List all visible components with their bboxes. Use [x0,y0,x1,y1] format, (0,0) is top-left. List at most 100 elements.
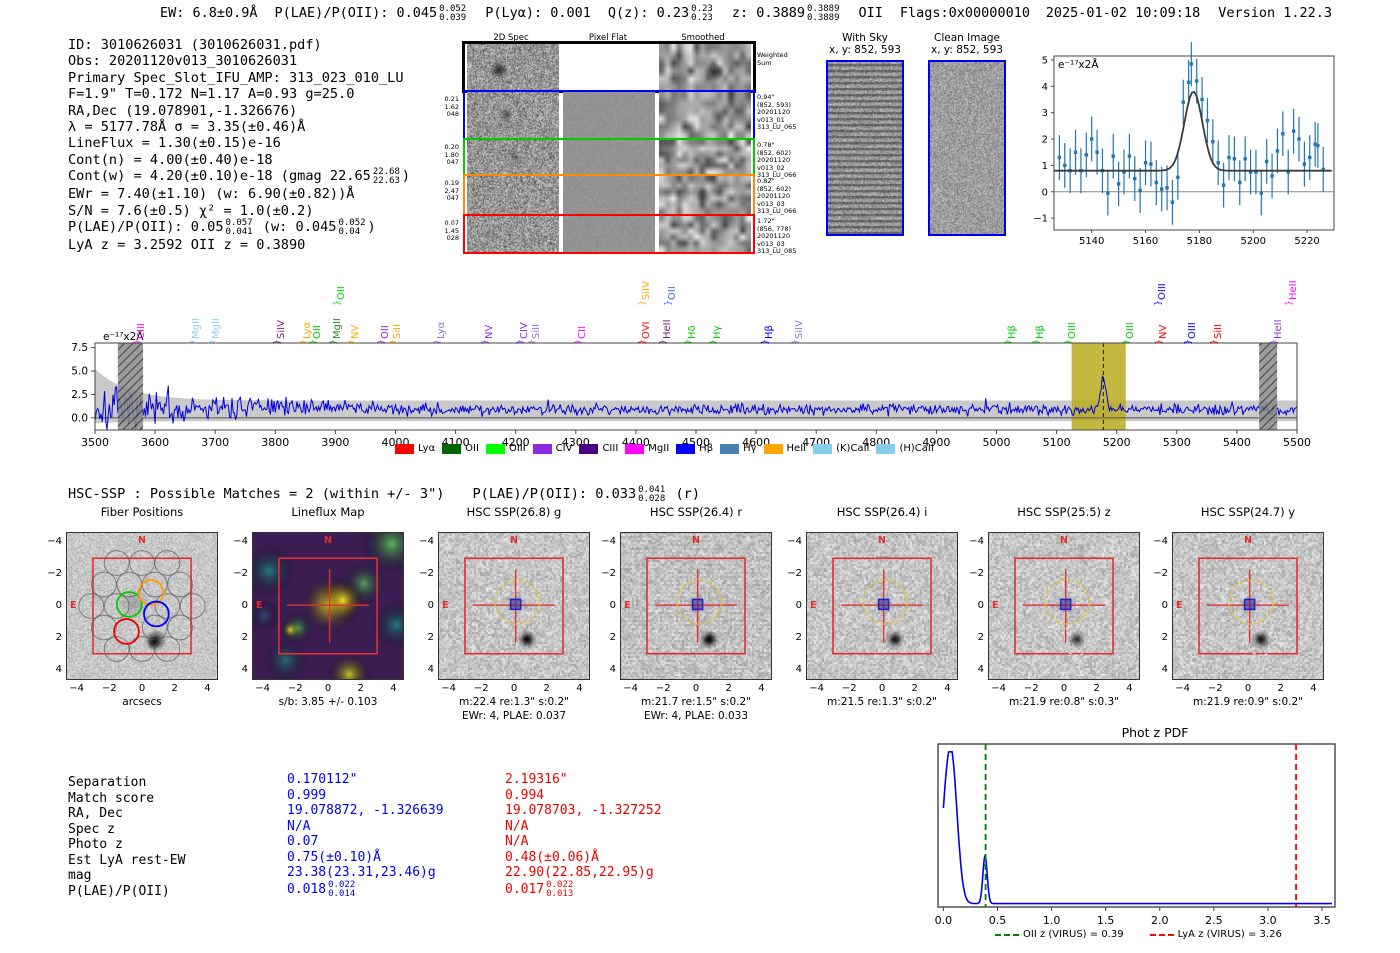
pixel-flat-image [563,216,655,252]
spectral-line-annotation: OII [336,286,348,300]
spectral-line-annotation: HeII [1287,280,1299,300]
match-row-label: P(LAE)/P(OII) [68,883,170,899]
spec2d-col-title: Pixel Flat [588,33,628,43]
annotation-bracket: { [1119,339,1130,345]
svg-text:3.0: 3.0 [1259,914,1277,927]
cutout-ytick: −2 [1153,568,1168,580]
legend-item: Hγ [720,443,757,454]
match-row-value-blue: N/A [287,819,444,835]
header-stat-text: OII [858,5,883,21]
svg-text:3600: 3600 [141,436,169,449]
spec2d-image [467,176,559,214]
spectral-line-annotation: SiIV [276,320,288,339]
cutout-title: Lineflux Map [291,505,365,519]
text-segment: Cont(w) = 4.20(±0.10)e-18 (gmag 22.65 [68,168,371,185]
cutout-ytick: 4 [427,663,434,675]
right-label-line: v013_01 [757,115,785,124]
legend-label: Hβ [699,443,714,454]
cutout-xtick: 0 [1244,683,1252,694]
svg-text:0.0: 0.0 [935,914,953,927]
cutout-ytick: 4 [795,663,802,675]
svg-text:1: 1 [1042,161,1048,172]
photz-legend-dash [1149,933,1174,936]
text-segment: ) [401,168,411,185]
cutout-xtick: 4 [390,683,397,694]
match-table-blue-column: 0.170112" 0.999 19.078872, -1.326639 N/A 0.0… [287,772,444,899]
info-line: EWr = 7.40(±1.10) (w: 6.90(±0.82))Å [68,186,410,202]
text-segment: ID: 3010626031 (3010626031.pdf) [68,37,322,53]
annotation-bracket: { [326,339,337,345]
svg-text:5300: 5300 [1163,436,1191,449]
spectral-line-annotation: Lyα [301,321,313,339]
svg-text:e⁻¹⁷x2Å: e⁻¹⁷x2Å [103,330,144,343]
annotation-bracket: { [131,339,142,345]
spectral-line-annotation: MgII [190,318,202,339]
sup-sub-value: 0.052 0.04 [338,218,366,238]
legend-item: (H)CaII [876,443,934,454]
sky-panel-border [826,60,904,236]
sup-sub-value: 22.68 22.63 [372,167,400,187]
value-text: 0.018 [287,881,327,897]
match-row-label: Match score [68,790,155,806]
value-text: 19.078872, -1.326639 [287,803,444,818]
svg-text:1.5: 1.5 [1097,914,1115,927]
legend-label: (K)CaII [836,443,870,454]
cutout-xtick: −2 [841,683,857,694]
text-segment: LyA z = 3.2592 OII z = 0.3890 [68,237,306,254]
spec2d-row-right-label: 0.82" (852, 602) 20201120 v013_03 313_LU_066 [757,177,796,216]
compass-east: E [1176,600,1183,611]
left-label-line: 1.80 [444,150,459,159]
annotation-bracket: { [635,300,646,306]
cutout-xtick: 0 [1060,683,1068,694]
text-segment: (w: 0.045 [254,219,337,236]
left-label-line: 0.21 [444,95,459,103]
match-row-value-red: N/A [505,819,662,835]
cutout-xtick: −2 [473,683,489,694]
cutout-xlabel2: EWr: 4, PLAE: 0.037 [461,710,567,722]
svg-text:0.5: 0.5 [989,914,1007,927]
cutout-ytick: 4 [55,663,62,675]
info-line: Cont(w) = 4.20(±0.10)e-18 (gmag 22.65 22.… [68,168,410,186]
cutout-overlay-hsc [1172,532,1324,680]
info-line: S/N = 7.6(±0.5) χ² = 1.0(±0.2) [68,203,410,219]
value-text: 19.078703, -1.327252 [505,803,662,818]
right-label-line: 20201120 [757,108,791,116]
legend-item: Hβ [676,443,713,454]
cutout-xtick: −4 [69,683,84,694]
cutout-ytick: −4 [969,536,984,548]
cutout-ytick: −4 [601,536,616,548]
spectral-line-annotation: OII [380,325,392,339]
cutout-xtick: −2 [287,683,303,694]
cutout-ytick: −2 [601,568,616,580]
svg-text:e⁻¹⁷x2Å: e⁻¹⁷x2Å [1058,58,1099,71]
cutout-title: HSC SSP(26.4) i [836,505,928,519]
cutout-ytick: −4 [419,536,434,548]
spectral-line-annotation: OIII [1156,283,1168,300]
header-stat: EW: 6.8±0.9Å [160,5,258,21]
text-segment: λ = 5177.78Å σ = 3.35(±0.46)Å [68,119,306,136]
svg-text:−1: −1 [1033,214,1048,225]
legend-label: CIV [555,443,573,454]
svg-text:2.5: 2.5 [1205,914,1223,927]
svg-text:5140: 5140 [1079,236,1104,247]
cutout-ytick: 0 [427,600,434,611]
spectral-line-annotation: HeII [662,319,674,339]
cutout-xtick: −4 [255,683,270,694]
cutout-ytick: 4 [977,663,984,675]
right-label-line: 0.78" [757,141,775,149]
compass-north: N [510,535,518,546]
cutout-overlay-lineflux [252,532,404,680]
header-stat: P(Lyα): 0.001 [485,5,591,21]
annotation-bracket: { [1029,339,1040,345]
sky-panel-title: With Sky x, y: 852, 593 [810,32,920,56]
cutout-overlay-hsc [620,532,772,680]
photz-legend-item: OII z (VIRUS) = 0.39 [995,929,1124,940]
annotation-bracket: { [525,339,536,345]
svg-text:5: 5 [1042,55,1048,66]
legend-item: OIII [485,443,526,454]
cutout-ytick: −2 [419,568,434,580]
svg-text:3800: 3800 [261,436,289,449]
sup-sub-value: 0.052 0.039 [439,4,467,23]
cutout-ytick: −4 [233,536,248,548]
